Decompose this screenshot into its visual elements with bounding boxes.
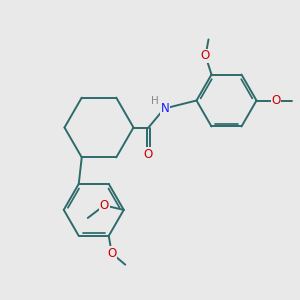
Text: O: O: [107, 247, 116, 260]
Text: H: H: [151, 96, 159, 106]
Text: N: N: [160, 101, 169, 115]
Text: O: O: [100, 199, 109, 212]
Text: O: O: [144, 148, 153, 161]
Text: O: O: [201, 50, 210, 62]
Text: O: O: [272, 94, 280, 107]
